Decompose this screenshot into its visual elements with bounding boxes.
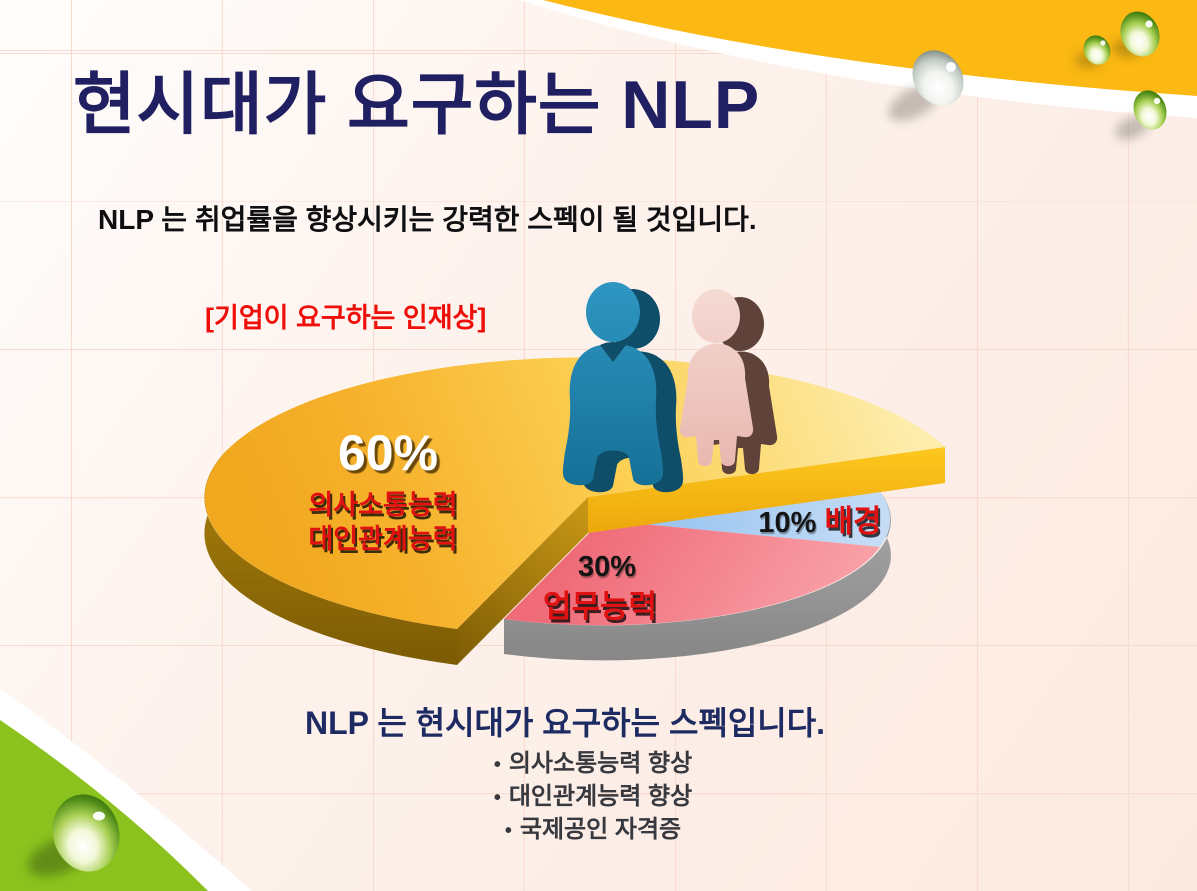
- chart-caption: [기업이 요구하는 인재상]: [205, 303, 487, 333]
- pie-label-10-pct: 10%: [758, 507, 817, 539]
- water-droplet-gray-icon: [888, 50, 964, 122]
- list-item: • 의사소통능력 향상: [493, 750, 693, 777]
- list-item: • 국제공인 자격증: [504, 816, 682, 843]
- bottom-left-green-corner: [0, 688, 252, 891]
- water-droplet-green-corner-icon: [27, 794, 120, 877]
- subtitle: NLP 는 취업률을 향상시키는 강력한 스펙이 될 것입니다.: [98, 204, 757, 235]
- male-figure: [562, 282, 684, 493]
- pie-label-work: 업무능력: [542, 589, 658, 624]
- pie-label-10: 10% 배경: [720, 496, 920, 541]
- conclusion-bullets: • 의사소통능력 향상 • 대인관계능력 향상 • 국제공인 자격증: [363, 748, 823, 847]
- list-item: • 대인관계능력 향상: [493, 783, 693, 810]
- bullet-icon: •: [504, 820, 512, 842]
- pie-label-60-pct: 60%: [337, 425, 439, 481]
- water-droplet-green-large-icon: [1112, 11, 1160, 57]
- water-droplet-green-small-icon: [1075, 35, 1111, 68]
- pie-label-interpersonal: 대인관계능력: [308, 524, 458, 554]
- bullet-icon: •: [493, 754, 501, 776]
- pie-label-30-pct: 30%: [577, 551, 637, 583]
- conclusion-heading: NLP 는 현시대가 요구하는 스펙입니다.: [305, 705, 826, 741]
- female-figure: [679, 289, 778, 475]
- water-droplet-green-mid-icon: [1115, 90, 1167, 140]
- pie-label-background: 배경: [824, 504, 882, 539]
- page-title: 현시대가 요구하는 NLP: [73, 67, 761, 143]
- pie-label-60-text: 의사소통능력 대인관계능력: [268, 488, 498, 556]
- pie-label-communication: 의사소통능력: [308, 490, 458, 520]
- bullet-icon: •: [493, 787, 501, 809]
